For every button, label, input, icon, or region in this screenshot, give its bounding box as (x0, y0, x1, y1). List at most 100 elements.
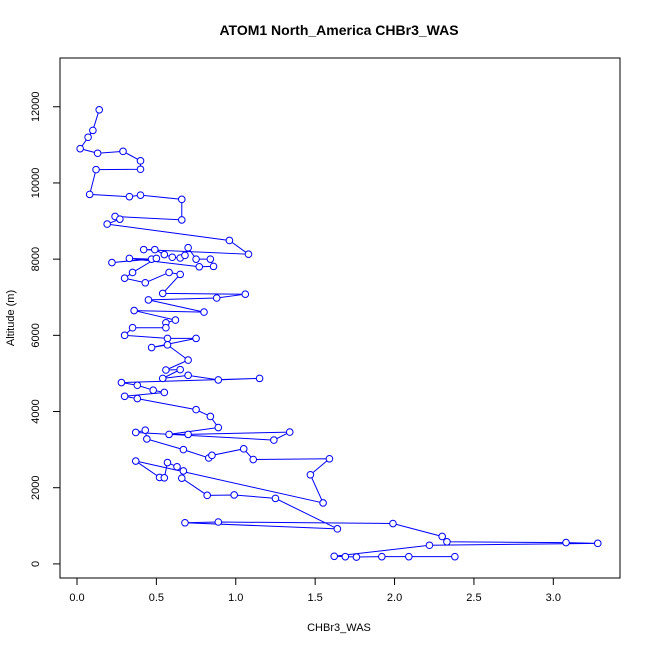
point (120, 274, 129, 282)
point (206, 255, 215, 263)
point (176, 270, 184, 279)
point (214, 423, 223, 432)
point (195, 262, 204, 271)
point (93, 149, 102, 158)
point (184, 356, 192, 364)
point (128, 268, 137, 277)
point (84, 133, 92, 142)
y-tick-label: 6000 (30, 323, 42, 347)
point (120, 331, 129, 340)
y-tick-label: 2000 (30, 475, 42, 499)
point (562, 538, 570, 547)
point (143, 435, 151, 443)
point (214, 518, 223, 526)
point (131, 457, 140, 465)
point (152, 254, 161, 263)
point (341, 552, 350, 561)
point (162, 366, 170, 374)
point (163, 341, 172, 349)
point (443, 538, 451, 546)
point (149, 386, 158, 394)
point (92, 165, 100, 174)
point (181, 251, 189, 260)
point (160, 388, 169, 397)
point (208, 451, 216, 460)
point (438, 532, 446, 541)
point (103, 220, 111, 228)
point (85, 190, 94, 199)
point (212, 294, 221, 302)
point (120, 392, 129, 401)
point (130, 306, 138, 315)
point (244, 250, 253, 258)
point (133, 381, 142, 390)
point (192, 334, 200, 343)
point (330, 552, 339, 561)
y-tick-label: 10000 (30, 168, 42, 199)
point (163, 334, 172, 343)
point (108, 258, 116, 267)
point (173, 462, 181, 471)
point (131, 428, 140, 437)
x-tick-label: 1.5 (308, 592, 323, 604)
point (165, 430, 173, 439)
point (352, 553, 361, 561)
point (203, 491, 211, 500)
point (163, 458, 172, 467)
point (451, 552, 459, 561)
x-tick-label: 2.5 (466, 592, 481, 604)
point (184, 243, 192, 252)
point (230, 491, 238, 499)
point (125, 192, 134, 201)
point (184, 430, 192, 439)
point (116, 215, 124, 223)
point (147, 343, 156, 352)
point (249, 455, 258, 464)
point (165, 268, 173, 277)
y-tick-label: 8000 (30, 247, 42, 271)
point (333, 525, 342, 533)
plot-frame (59, 57, 621, 579)
point (192, 405, 200, 414)
x-tick-label: 0.0 (69, 592, 84, 604)
point (141, 426, 150, 434)
x-tick-label: 2.0 (387, 592, 402, 604)
point (133, 394, 142, 403)
point (176, 365, 184, 374)
point (405, 552, 413, 561)
point (179, 445, 188, 454)
point (239, 445, 248, 453)
chart-title: ATOM1 North_America CHBr3_WAS (219, 22, 458, 38)
point (389, 519, 397, 528)
point (225, 236, 234, 245)
point (325, 454, 334, 463)
y-tick-label: 0 (30, 561, 42, 567)
x-tick-label: 0.5 (149, 592, 164, 604)
point (206, 412, 215, 421)
point (214, 376, 223, 384)
point (136, 165, 145, 174)
point (209, 262, 218, 271)
point (181, 518, 189, 527)
point (158, 289, 167, 298)
point (177, 216, 186, 224)
point (200, 308, 208, 316)
x-axis-label: CHBr3_WAS (307, 622, 371, 634)
point (241, 290, 250, 298)
point (95, 106, 104, 114)
point (136, 191, 145, 199)
point (177, 195, 186, 204)
x-tick-label: 3.0 (546, 592, 561, 604)
y-axis-label: Altitude (m) (5, 290, 17, 346)
point (160, 474, 169, 482)
point (270, 436, 278, 444)
point (76, 144, 84, 153)
point (171, 316, 180, 324)
y-tick-label: 4000 (30, 399, 42, 423)
point (117, 378, 126, 387)
x-tick-label: 1.0 (228, 592, 243, 604)
point (255, 374, 264, 383)
point (378, 552, 386, 561)
